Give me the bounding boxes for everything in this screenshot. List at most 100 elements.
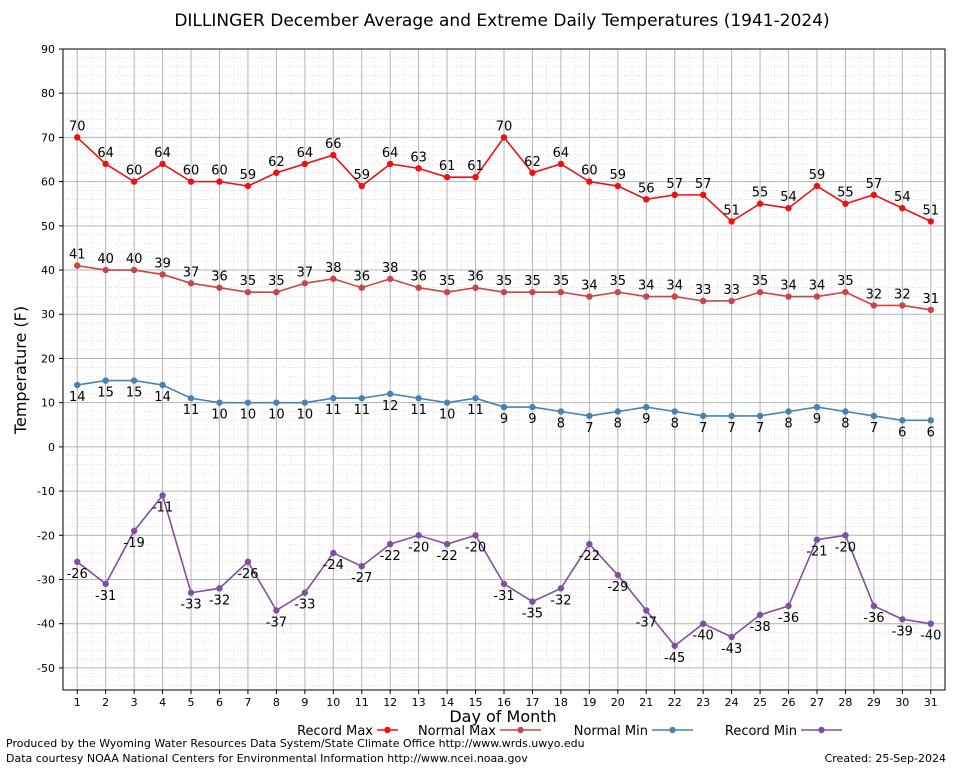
data-label: 35 bbox=[610, 274, 627, 289]
data-label: 40 bbox=[97, 252, 114, 267]
x-tick-label: 28 bbox=[838, 696, 852, 709]
data-label: 61 bbox=[439, 159, 456, 174]
data-label: 36 bbox=[353, 270, 370, 285]
data-label: 14 bbox=[69, 390, 86, 405]
y-tick-label: 0 bbox=[48, 441, 55, 454]
data-label: 9 bbox=[642, 412, 650, 427]
data-label: 56 bbox=[638, 181, 655, 196]
data-point bbox=[130, 266, 138, 274]
data-label: -37 bbox=[266, 615, 287, 630]
data-label: -20 bbox=[835, 540, 856, 555]
data-point bbox=[728, 218, 735, 225]
data-label: 12 bbox=[382, 399, 399, 414]
data-point bbox=[756, 288, 764, 296]
legend-swatch-marker bbox=[517, 726, 524, 734]
data-point bbox=[899, 204, 906, 212]
data-point bbox=[870, 302, 878, 309]
data-label: 37 bbox=[183, 265, 200, 280]
data-point bbox=[586, 178, 593, 185]
data-label: 10 bbox=[297, 408, 314, 423]
data-point bbox=[557, 408, 565, 415]
x-tick-label: 30 bbox=[895, 696, 909, 709]
data-label: 40 bbox=[126, 252, 143, 267]
data-label: -20 bbox=[465, 540, 486, 555]
data-point bbox=[358, 395, 365, 402]
data-label: 60 bbox=[211, 164, 228, 179]
data-point bbox=[643, 403, 650, 411]
data-point bbox=[927, 417, 934, 424]
data-label: 14 bbox=[154, 390, 171, 405]
x-tick-label: 8 bbox=[273, 696, 280, 709]
data-point bbox=[699, 297, 707, 305]
data-label: 61 bbox=[467, 159, 484, 174]
data-point bbox=[785, 602, 792, 610]
data-label: 34 bbox=[666, 279, 683, 294]
data-label: -19 bbox=[124, 536, 145, 551]
data-label: 8 bbox=[614, 416, 622, 431]
data-point bbox=[472, 284, 479, 291]
data-label: 9 bbox=[813, 412, 821, 427]
data-label: 11 bbox=[353, 403, 370, 418]
y-tick-label: 60 bbox=[41, 176, 55, 189]
data-point bbox=[443, 174, 451, 181]
x-tick-label: 27 bbox=[810, 696, 824, 709]
data-point bbox=[358, 563, 365, 570]
data-label: 35 bbox=[240, 274, 257, 289]
y-axis-label: Temperature (F) bbox=[11, 306, 30, 435]
legend: Record Max Normal Max Normal Min Record Min bbox=[297, 724, 842, 739]
data-label: 36 bbox=[211, 270, 228, 285]
data-point bbox=[244, 399, 252, 406]
data-point bbox=[330, 275, 337, 283]
data-label: 8 bbox=[671, 416, 679, 431]
y-tick-label: 30 bbox=[41, 308, 55, 321]
data-point bbox=[899, 616, 906, 623]
data-label: -39 bbox=[892, 624, 913, 639]
data-point bbox=[216, 399, 223, 406]
data-label: 63 bbox=[410, 150, 427, 165]
data-point bbox=[842, 288, 849, 296]
data-point bbox=[529, 288, 536, 296]
data-label: -22 bbox=[436, 549, 457, 564]
data-point bbox=[529, 598, 536, 605]
footer-created: Created: 25-Sep-2024 bbox=[824, 752, 946, 765]
x-axis-ticks: 1 2 3 4 5 6 7 8 9 10 11 12 13 14 15 16 17 18 19 20 21 22 23 24 2… bbox=[74, 690, 938, 709]
data-label: 57 bbox=[666, 177, 683, 192]
data-point bbox=[728, 412, 735, 420]
data-label: 41 bbox=[69, 248, 86, 263]
data-label: 64 bbox=[297, 146, 314, 161]
x-tick-label: 3 bbox=[131, 696, 138, 709]
data-label: 11 bbox=[183, 403, 200, 418]
data-label: 7 bbox=[727, 421, 735, 436]
data-label: 62 bbox=[524, 155, 541, 170]
data-label: 9 bbox=[500, 412, 508, 427]
data-label: -33 bbox=[180, 598, 201, 613]
data-label: -40 bbox=[693, 629, 714, 644]
x-tick-label: 10 bbox=[326, 696, 340, 709]
data-point bbox=[557, 288, 565, 296]
data-label: -40 bbox=[920, 629, 941, 644]
series-normal-min: 14 15 15 14 11 10 10 10 10 11 11 12 11 10 11 9 9 8 7 8 9 8 7 7 7… bbox=[69, 377, 935, 440]
data-label: -36 bbox=[863, 611, 884, 626]
data-point bbox=[813, 182, 821, 190]
data-label: 37 bbox=[297, 265, 314, 280]
data-point bbox=[330, 549, 337, 557]
data-label: 10 bbox=[439, 408, 456, 423]
x-tick-label: 23 bbox=[696, 696, 710, 709]
x-tick-label: 6 bbox=[216, 696, 223, 709]
data-point bbox=[529, 169, 536, 176]
x-tick-label: 18 bbox=[554, 696, 568, 709]
data-point bbox=[842, 200, 849, 207]
data-point bbox=[643, 293, 650, 300]
data-point bbox=[301, 399, 309, 406]
data-label: -27 bbox=[351, 571, 372, 586]
data-point bbox=[927, 620, 934, 627]
data-label: 7 bbox=[699, 421, 707, 436]
data-point bbox=[500, 288, 508, 296]
x-tick-label: 13 bbox=[412, 696, 426, 709]
data-label: 36 bbox=[410, 270, 427, 285]
legend-item: Record Min bbox=[725, 724, 842, 739]
data-label: 8 bbox=[557, 416, 565, 431]
data-point bbox=[699, 412, 707, 420]
data-point bbox=[756, 412, 764, 420]
